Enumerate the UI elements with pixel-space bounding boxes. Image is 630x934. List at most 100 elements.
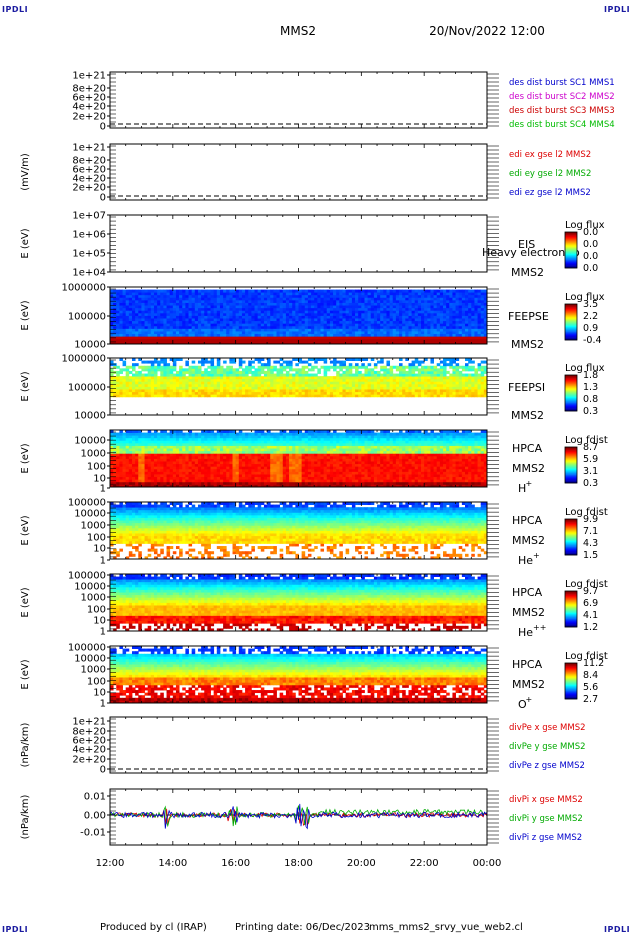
spectrogram-cell: [449, 299, 453, 303]
spectrogram-cell: [147, 476, 152, 480]
spectrogram-cell: [339, 394, 343, 398]
colorbar-step: [565, 233, 577, 235]
spectrogram-cell: [223, 391, 227, 395]
spectrogram-cell: [289, 310, 293, 314]
spectrogram-cell: [201, 294, 205, 298]
spectrogram-cell: [389, 391, 394, 395]
spectrogram-cell: [364, 310, 369, 314]
spectrogram-cell: [395, 386, 400, 390]
spectrogram-cell: [348, 391, 353, 395]
spectrogram-cell: [392, 302, 397, 306]
spectrogram-cell: [311, 394, 315, 398]
spectrogram-cell: [163, 318, 167, 322]
spectrogram-cell: [276, 383, 281, 387]
spectrogram-cell: [295, 341, 299, 345]
spectrogram-cell: [351, 358, 356, 361]
spectrogram-cell: [191, 368, 196, 372]
spectrogram-cell: [295, 315, 299, 319]
spectrogram-cell: [141, 458, 145, 462]
spectrogram-cell: [333, 376, 337, 380]
spectrogram-cell: [480, 305, 485, 309]
spectrogram-cell: [439, 336, 444, 340]
spectrogram-cell: [201, 318, 205, 322]
spectrogram-cell: [373, 341, 378, 345]
spectrogram-cell: [207, 360, 211, 364]
spectrogram-cell: [204, 389, 208, 393]
spectrogram-cell: [204, 331, 208, 335]
spectrogram-cell: [138, 370, 142, 374]
spectrogram-cell: [461, 318, 466, 322]
spectrogram-cell: [386, 320, 391, 324]
spectrogram-cell: [160, 440, 164, 444]
spectrogram-cell: [285, 305, 290, 309]
spectrogram-cell: [411, 312, 416, 316]
spectrogram-cell: [194, 310, 199, 314]
spectrogram-cell: [175, 323, 180, 327]
spectrogram-cell: [314, 360, 318, 364]
spectrogram-cell: [194, 370, 199, 374]
spectrogram-cell: [270, 391, 274, 395]
spectrogram-cell: [455, 315, 460, 319]
spectrogram-cell: [223, 305, 227, 309]
spectrogram-cell: [311, 292, 315, 296]
spectrogram-cell: [119, 315, 123, 319]
spectrogram-cell: [345, 383, 350, 387]
spectrogram-cell: [417, 307, 422, 311]
spectrogram-cell: [443, 358, 447, 361]
spectrogram-cell: [160, 368, 164, 372]
spectrogram-cell: [295, 325, 299, 329]
colorbar-step: [565, 393, 577, 395]
spectrogram-cell: [342, 302, 347, 306]
spectrogram-cell: [314, 323, 318, 327]
spectrogram-cell: [292, 389, 296, 393]
spectrogram-cell: [342, 391, 347, 395]
spectrogram-cell: [135, 440, 139, 444]
colorbar-step: [565, 265, 577, 268]
spectrogram-cell: [245, 294, 249, 298]
spectrogram-cell: [110, 368, 114, 372]
spectrogram-cell: [333, 338, 337, 342]
spectrogram-cell: [257, 323, 262, 327]
spectrogram-cell: [160, 437, 164, 441]
spectrogram-cell: [279, 315, 284, 319]
spectrogram-cell: [373, 391, 378, 395]
spectrogram-cell: [449, 320, 453, 324]
spectrogram-cell: [191, 373, 196, 377]
spectrogram-cell: [201, 312, 205, 316]
spectrogram-cell: [351, 302, 356, 306]
spectrogram-cell: [169, 336, 174, 340]
spectrogram-cell: [351, 333, 356, 337]
spectrogram-cell: [254, 394, 259, 398]
spectrogram-cell: [254, 302, 259, 306]
spectrogram-cell: [131, 442, 136, 446]
spectrogram-cell: [110, 373, 114, 377]
spectrogram-cell: [166, 338, 171, 342]
spectrogram-cell: [311, 336, 315, 340]
spectrogram-cell: [320, 307, 325, 311]
spectrogram-cell: [336, 323, 340, 327]
spectrogram-cell: [267, 297, 271, 301]
spectrogram-cell: [279, 328, 284, 332]
spectrogram-cell: [361, 302, 365, 306]
spectrogram-cell: [207, 376, 211, 380]
spectrogram-cell: [471, 292, 475, 296]
spectrogram-cell: [345, 394, 350, 398]
spectrogram-cell: [421, 294, 425, 298]
colorbar-step: [565, 408, 577, 411]
spectrogram-cell: [421, 336, 425, 340]
spectrogram-cell: [267, 294, 271, 298]
spectrogram-cell: [289, 318, 293, 322]
spectrogram-cell: [204, 368, 208, 372]
spacecraft-label: MMS2: [511, 266, 544, 279]
spectrogram-cell: [405, 331, 409, 335]
spectrogram-cell: [153, 312, 158, 316]
spectrogram-cell: [411, 310, 416, 314]
spectrogram-cell: [188, 318, 193, 322]
spectrogram-cell: [452, 381, 456, 385]
spectrogram-cell: [179, 292, 183, 296]
spectrogram-cell: [144, 474, 149, 478]
spectrogram-cell: [238, 386, 243, 390]
spectrogram-cell: [125, 481, 130, 485]
spectrogram-cell: [430, 307, 434, 311]
spectrogram-cell: [452, 292, 456, 296]
